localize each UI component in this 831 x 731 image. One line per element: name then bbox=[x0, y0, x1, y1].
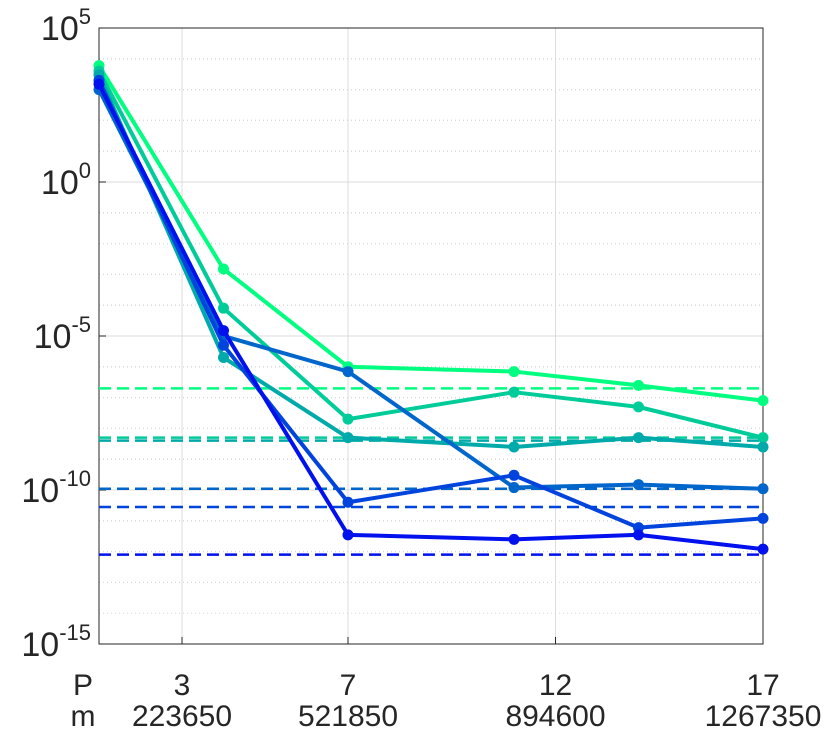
data-point bbox=[757, 543, 769, 555]
data-point bbox=[508, 469, 520, 481]
y-axis-tick-labels: 105 100 10-5 10-10 10-15 bbox=[21, 4, 91, 664]
data-point bbox=[508, 441, 520, 453]
x-tick-label: 223650 bbox=[132, 700, 232, 731]
data-point bbox=[633, 479, 644, 491]
data-point bbox=[342, 529, 354, 541]
data-point bbox=[218, 302, 229, 314]
series-lines bbox=[93, 60, 769, 555]
data-point bbox=[757, 395, 769, 407]
x-axis-row-label: P bbox=[73, 669, 93, 702]
data-point bbox=[757, 441, 769, 453]
data-point bbox=[218, 325, 229, 337]
y-tick-label: 105 bbox=[41, 4, 91, 48]
data-point bbox=[757, 483, 769, 495]
x-tick-label: 894600 bbox=[505, 700, 605, 731]
data-point bbox=[342, 432, 354, 444]
data-point bbox=[218, 263, 229, 275]
data-point bbox=[757, 512, 769, 524]
data-point bbox=[93, 78, 105, 90]
x-tick-label: 12 bbox=[539, 669, 572, 702]
data-point bbox=[508, 482, 520, 494]
series-line-1 bbox=[97, 64, 764, 403]
series-line-3 bbox=[97, 74, 764, 449]
data-point bbox=[342, 366, 354, 378]
x-tick-label: 3 bbox=[174, 669, 191, 702]
data-point bbox=[218, 352, 229, 364]
data-point bbox=[757, 432, 769, 444]
data-point bbox=[218, 339, 229, 351]
data-point bbox=[342, 496, 354, 508]
x-tick-label: 17 bbox=[746, 669, 779, 702]
data-point bbox=[633, 529, 644, 541]
data-point bbox=[633, 432, 644, 444]
x-axis-row-label: m bbox=[71, 700, 96, 731]
data-point bbox=[342, 413, 354, 425]
data-point bbox=[508, 366, 520, 378]
series-line-2 bbox=[97, 70, 764, 440]
x-tick-label: 1267350 bbox=[705, 700, 822, 731]
series-line-6 bbox=[97, 83, 764, 552]
data-point bbox=[633, 379, 644, 391]
data-point bbox=[508, 533, 520, 545]
grid bbox=[99, 27, 764, 645]
y-tick-label: 100 bbox=[41, 158, 91, 202]
series-line-4 bbox=[97, 88, 764, 491]
plot-area-frame bbox=[98, 27, 764, 645]
data-point bbox=[508, 386, 520, 398]
y-tick-label: 10-10 bbox=[21, 466, 91, 510]
series-line-5 bbox=[97, 79, 764, 530]
x-axis-tick-labels: P 3 7 12 17 m 223650 521850 894600 1267350 bbox=[71, 669, 822, 731]
y-tick-label: 10-5 bbox=[34, 312, 91, 356]
data-point bbox=[633, 401, 644, 413]
y-tick-label: 10-15 bbox=[21, 620, 91, 664]
x-tick-label: 7 bbox=[340, 669, 357, 702]
x-tick-label: 521850 bbox=[298, 700, 398, 731]
